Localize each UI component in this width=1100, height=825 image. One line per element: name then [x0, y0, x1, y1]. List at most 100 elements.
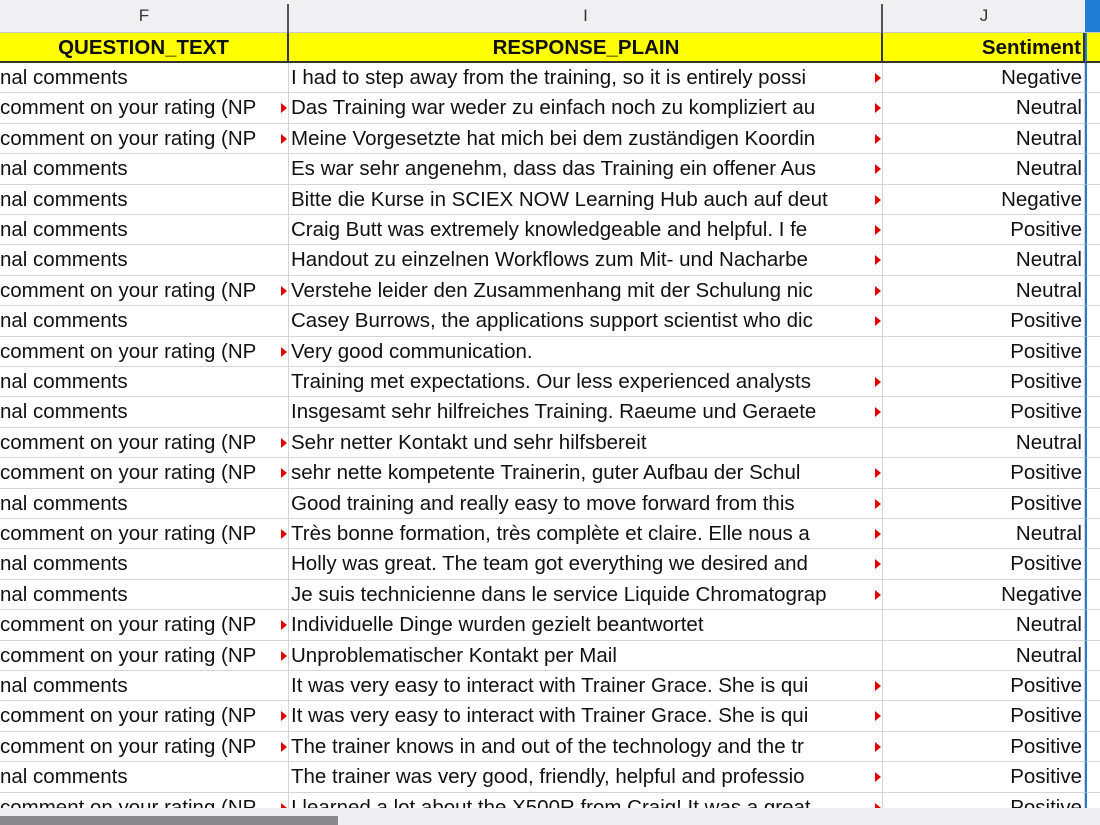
cell-k[interactable] — [1085, 123, 1100, 155]
question-text-cell[interactable]: nal comments — [0, 184, 289, 215]
cell-k[interactable] — [1085, 488, 1100, 519]
question-text-cell[interactable]: comment on your rating (NP — [0, 93, 289, 124]
question-text-cell[interactable]: nal comments — [0, 488, 289, 519]
question-text-cell[interactable]: comment on your rating (NP — [0, 519, 289, 550]
question-text-cell[interactable]: comment on your rating (NP — [0, 123, 289, 155]
cell-k[interactable] — [1085, 93, 1100, 124]
sentiment-cell[interactable]: Neutral — [883, 123, 1085, 155]
cell-k[interactable] — [1085, 701, 1100, 732]
sentiment-cell[interactable]: Positive — [883, 792, 1085, 808]
sentiment-cell[interactable]: Neutral — [883, 93, 1085, 124]
sentiment-cell[interactable]: Neutral — [883, 245, 1085, 276]
cell-k[interactable] — [1085, 579, 1100, 611]
response-plain-cell[interactable]: Holly was great. The team got everything… — [289, 549, 883, 580]
sentiment-cell[interactable]: Positive — [883, 306, 1085, 337]
response-plain-cell[interactable]: sehr nette kompetente Trainerin, guter A… — [289, 458, 883, 489]
response-plain-cell[interactable]: Unproblematischer Kontakt per Mail — [289, 640, 883, 671]
header-question-text[interactable]: QUESTION_TEXT — [0, 33, 289, 64]
question-text-cell[interactable]: nal comments — [0, 762, 289, 793]
cell-k[interactable] — [1085, 427, 1100, 459]
response-plain-cell[interactable]: Good training and really easy to move fo… — [289, 488, 883, 519]
question-text-cell[interactable]: comment on your rating (NP — [0, 792, 289, 808]
response-plain-cell[interactable]: The trainer knows in and out of the tech… — [289, 731, 883, 763]
cell-k[interactable] — [1085, 610, 1100, 641]
cell-k[interactable] — [1085, 275, 1100, 307]
cell-k[interactable] — [1085, 306, 1100, 337]
sentiment-cell[interactable]: Neutral — [883, 154, 1085, 185]
sentiment-cell[interactable]: Negative — [883, 579, 1085, 611]
response-plain-cell[interactable]: Très bonne formation, très complète et c… — [289, 519, 883, 550]
response-plain-cell[interactable]: Das Training war weder zu einfach noch z… — [289, 93, 883, 124]
sentiment-cell[interactable]: Neutral — [883, 519, 1085, 550]
response-plain-cell[interactable]: Bitte die Kurse in SCIEX NOW Learning Hu… — [289, 184, 883, 215]
cell-k[interactable] — [1085, 731, 1100, 763]
response-plain-cell[interactable]: Craig Butt was extremely knowledgeable a… — [289, 215, 883, 246]
question-text-cell[interactable]: comment on your rating (NP — [0, 336, 289, 367]
sentiment-cell[interactable]: Positive — [883, 367, 1085, 398]
cell-k[interactable] — [1085, 336, 1100, 367]
cell-k[interactable] — [1085, 215, 1100, 246]
question-text-cell[interactable]: nal comments — [0, 367, 289, 398]
response-plain-cell[interactable]: It was very easy to interact with Traine… — [289, 701, 883, 732]
sentiment-cell[interactable]: Positive — [883, 549, 1085, 580]
response-plain-cell[interactable]: I learned a lot about the X500R from Cra… — [289, 792, 883, 808]
sentiment-cell[interactable]: Neutral — [883, 610, 1085, 641]
column-header-k-selected[interactable] — [1085, 0, 1100, 33]
question-text-cell[interactable]: comment on your rating (NP — [0, 701, 289, 732]
column-resize-handle[interactable] — [881, 4, 883, 33]
cell-k[interactable] — [1085, 63, 1100, 94]
response-plain-cell[interactable]: Casey Burrows, the applications support … — [289, 306, 883, 337]
question-text-cell[interactable]: comment on your rating (NP — [0, 610, 289, 641]
sentiment-cell[interactable]: Positive — [883, 701, 1085, 732]
cell-k[interactable] — [1085, 519, 1100, 550]
sentiment-cell[interactable]: Positive — [883, 762, 1085, 793]
response-plain-cell[interactable]: The trainer was very good, friendly, hel… — [289, 762, 883, 793]
header-sentiment[interactable]: Sentiment — [883, 33, 1085, 64]
sentiment-cell[interactable]: Positive — [883, 397, 1085, 428]
response-plain-cell[interactable]: Sehr netter Kontakt und sehr hilfsbereit — [289, 427, 883, 459]
sentiment-cell[interactable]: Positive — [883, 336, 1085, 367]
question-text-cell[interactable]: nal comments — [0, 306, 289, 337]
question-text-cell[interactable]: nal comments — [0, 154, 289, 185]
response-plain-cell[interactable]: Training met expectations. Our less expe… — [289, 367, 883, 398]
question-text-cell[interactable]: comment on your rating (NP — [0, 640, 289, 671]
question-text-cell[interactable]: nal comments — [0, 397, 289, 428]
response-plain-cell[interactable]: Verstehe leider den Zusammenhang mit der… — [289, 275, 883, 307]
sentiment-cell[interactable]: Positive — [883, 458, 1085, 489]
cell-k[interactable] — [1085, 792, 1100, 808]
response-plain-cell[interactable]: Je suis technicienne dans le service Liq… — [289, 579, 883, 611]
column-header-f[interactable]: F — [0, 0, 288, 33]
sentiment-cell[interactable]: Neutral — [883, 427, 1085, 459]
cell-k[interactable] — [1085, 367, 1100, 398]
question-text-cell[interactable]: comment on your rating (NP — [0, 731, 289, 763]
sentiment-cell[interactable]: Neutral — [883, 275, 1085, 307]
cell-k[interactable] — [1085, 640, 1100, 671]
question-text-cell[interactable]: nal comments — [0, 579, 289, 611]
cell-k[interactable] — [1085, 397, 1100, 428]
sentiment-cell[interactable]: Positive — [883, 488, 1085, 519]
cell-k[interactable] — [1085, 154, 1100, 185]
sentiment-cell[interactable]: Positive — [883, 671, 1085, 702]
cell-k[interactable] — [1085, 762, 1100, 793]
column-header-j[interactable]: J — [883, 0, 1085, 33]
sentiment-cell[interactable]: Negative — [883, 63, 1085, 94]
sentiment-cell[interactable]: Positive — [883, 731, 1085, 763]
sentiment-cell[interactable]: Neutral — [883, 640, 1085, 671]
cell-k[interactable] — [1085, 458, 1100, 489]
response-plain-cell[interactable]: Es war sehr angenehm, dass das Training … — [289, 154, 883, 185]
question-text-cell[interactable]: nal comments — [0, 63, 289, 94]
question-text-cell[interactable]: comment on your rating (NP — [0, 427, 289, 459]
cell-k[interactable] — [1085, 671, 1100, 702]
response-plain-cell[interactable]: Insgesamt sehr hilfreiches Training. Rae… — [289, 397, 883, 428]
cell-k[interactable] — [1085, 245, 1100, 276]
scrollbar-thumb[interactable] — [0, 816, 338, 825]
question-text-cell[interactable]: nal comments — [0, 245, 289, 276]
sentiment-cell[interactable]: Positive — [883, 215, 1085, 246]
column-header-i[interactable]: I — [289, 0, 882, 33]
question-text-cell[interactable]: nal comments — [0, 215, 289, 246]
question-text-cell[interactable]: nal comments — [0, 549, 289, 580]
cell-k[interactable] — [1085, 549, 1100, 580]
question-text-cell[interactable]: comment on your rating (NP — [0, 458, 289, 489]
header-response-plain[interactable]: RESPONSE_PLAIN — [289, 33, 883, 64]
question-text-cell[interactable]: comment on your rating (NP — [0, 275, 289, 307]
